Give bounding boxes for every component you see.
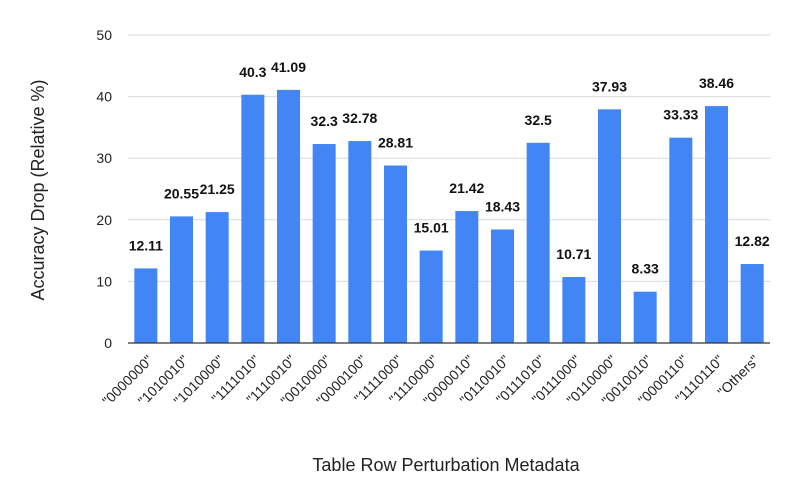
data-label: 33.33 xyxy=(663,107,698,123)
gridlines xyxy=(128,34,770,282)
y-tick-label: 30 xyxy=(96,150,112,166)
y-tick-label: 40 xyxy=(96,89,112,105)
y-tick-label: 50 xyxy=(96,27,112,43)
bar xyxy=(526,142,550,343)
bar xyxy=(205,212,229,343)
y-tick-label: 10 xyxy=(96,273,112,289)
data-label: 41.09 xyxy=(271,59,306,75)
data-label: 21.42 xyxy=(449,180,484,196)
data-label: 28.81 xyxy=(378,135,413,151)
bar xyxy=(669,137,693,343)
y-tick-label: 0 xyxy=(104,335,112,351)
data-label: 21.25 xyxy=(200,181,235,197)
data-label: 18.43 xyxy=(485,198,520,214)
data-label: 40.3 xyxy=(239,64,266,80)
y-tick-label: 20 xyxy=(96,212,112,228)
data-label: 15.01 xyxy=(414,220,449,236)
data-label: 32.3 xyxy=(311,113,338,129)
bar xyxy=(491,229,514,343)
bar xyxy=(562,277,586,343)
bar xyxy=(384,165,407,343)
data-label: 37.93 xyxy=(592,78,627,94)
bar xyxy=(241,94,265,343)
bar xyxy=(598,109,621,343)
bar xyxy=(740,264,764,343)
data-label: 38.46 xyxy=(699,75,734,91)
bar xyxy=(633,291,657,343)
data-label: 32.78 xyxy=(342,110,377,126)
bar xyxy=(277,89,300,344)
bar xyxy=(455,211,479,343)
data-label: 8.33 xyxy=(632,261,659,277)
bar xyxy=(419,250,443,343)
x-axis-ticks: "0000000""1010010""1010000""1111010""111… xyxy=(99,352,762,409)
bar xyxy=(170,216,193,343)
bars xyxy=(134,89,764,344)
data-label: 10.71 xyxy=(556,246,591,262)
data-label: 20.55 xyxy=(164,185,199,201)
bar xyxy=(705,106,728,344)
bar xyxy=(348,141,372,343)
bar xyxy=(134,268,158,343)
bar xyxy=(312,144,336,343)
y-axis-title: Accuracy Drop (Relative %) xyxy=(28,79,48,300)
data-label: 12.82 xyxy=(735,233,770,249)
y-axis-ticks: 0 10 20 30 40 50 xyxy=(96,27,112,351)
data-label: 32.5 xyxy=(525,112,552,128)
x-axis-title: Table Row Perturbation Metadata xyxy=(312,455,580,475)
data-label: 12.11 xyxy=(129,237,163,253)
